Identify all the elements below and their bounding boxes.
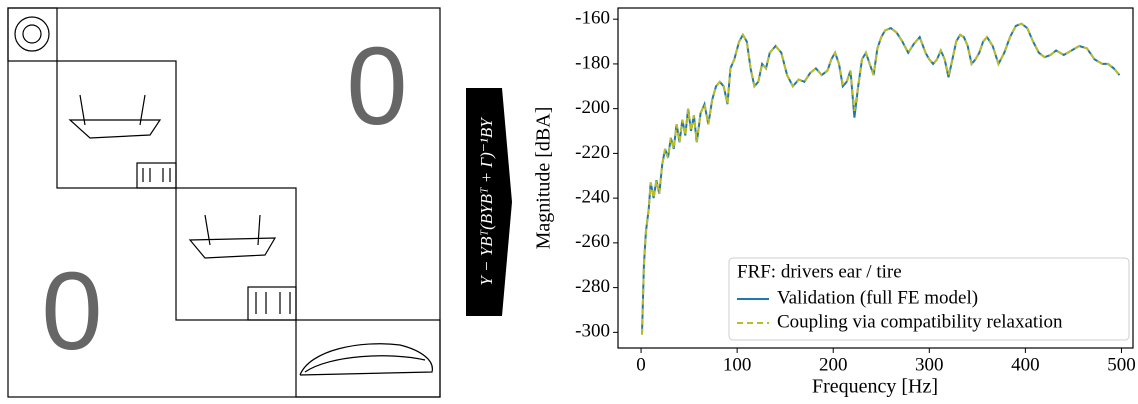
suspension-icon <box>188 214 277 259</box>
legend-label: Validation (full FE model) <box>777 287 978 308</box>
y-tick-label: -220 <box>575 142 610 163</box>
y-axis-label: Magnitude [dBA] <box>533 107 555 250</box>
matrix-diagram <box>7 7 441 398</box>
tire-icon <box>22 24 42 44</box>
x-tick-label: 500 <box>1107 354 1136 375</box>
plot: 0 100 200 300 400 500 -300 -280 -260 -240 -220 -200… <box>575 8 1136 376</box>
legend-box <box>728 257 1130 341</box>
x-axis-label: Frequency [Hz] <box>812 376 938 398</box>
y-tick-label: -300 <box>575 321 610 342</box>
y-tick-label: -280 <box>575 276 610 297</box>
y-tick-label: -260 <box>575 231 610 252</box>
bushing-box <box>247 286 297 321</box>
x-tick-label: 0 <box>636 354 646 375</box>
tire-icon <box>14 16 50 52</box>
legend-title: FRF: drivers ear / tire <box>737 261 902 282</box>
series-line <box>641 22 1121 335</box>
operator-formula: Y − YBᵀ(BYBᵀ + Γ)⁻¹BY <box>477 117 496 286</box>
x-tick-label: 300 <box>915 354 944 375</box>
x-tick-label: 200 <box>819 354 848 375</box>
zero-block: 0 <box>41 250 102 373</box>
bushing-box <box>136 162 177 189</box>
x-tick-label: 100 <box>723 354 752 375</box>
car-icon <box>299 343 433 376</box>
y-tick-label: -240 <box>575 186 610 207</box>
x-tick-label: 400 <box>1011 354 1040 375</box>
legend-label: Coupling via compatibility relaxation <box>777 311 1063 332</box>
y-tick-label: -200 <box>575 97 610 118</box>
rear-suspension-block <box>175 187 297 321</box>
tire-block <box>7 7 58 62</box>
suspension-icon <box>68 94 162 139</box>
zero-block: 0 <box>346 25 407 148</box>
y-tick-label: -180 <box>575 52 610 73</box>
spring-icon <box>142 168 291 314</box>
front-suspension-block <box>56 60 177 189</box>
y-tick-label: -160 <box>575 8 610 29</box>
car-body-block <box>295 319 441 398</box>
operator-arrow <box>466 88 512 316</box>
matrix-frame <box>7 7 441 398</box>
plot-frame <box>617 7 1134 349</box>
